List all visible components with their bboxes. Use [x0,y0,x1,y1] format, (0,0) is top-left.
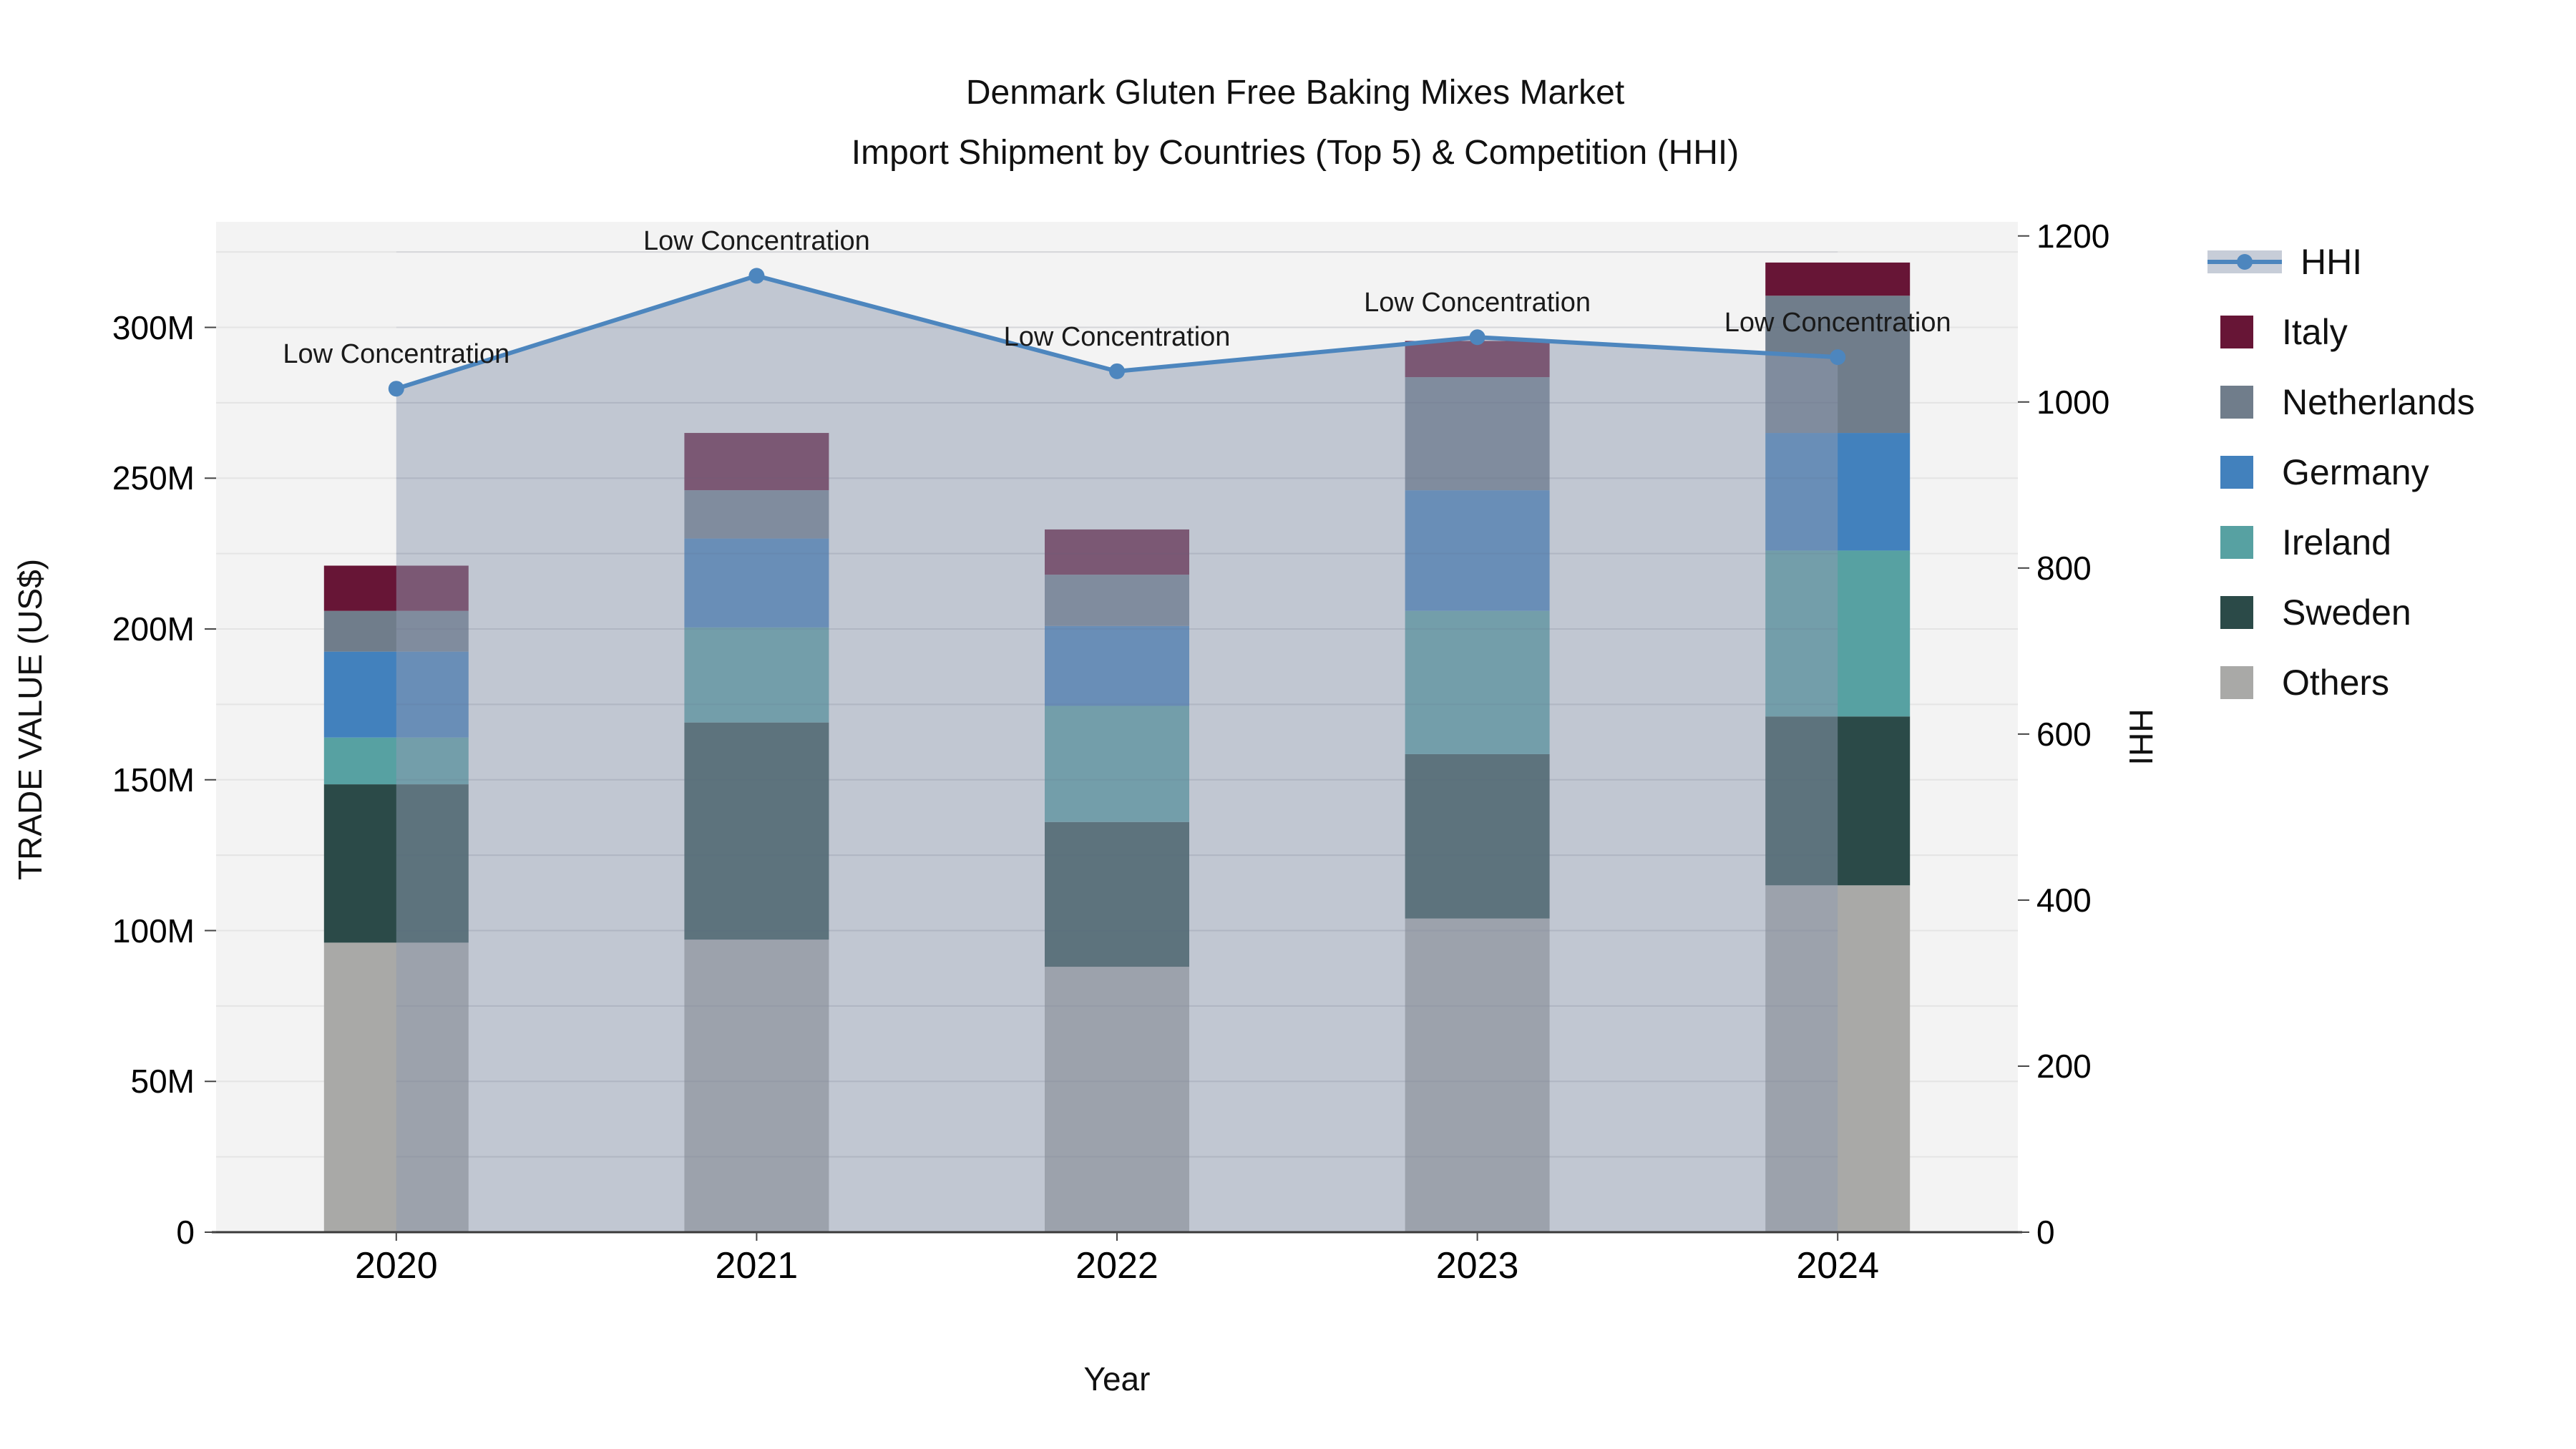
hhi-area-fill [396,275,1838,1233]
legend-label-italy: Italy [2282,312,2348,352]
legend-item-hhi[interactable]: HHI [2207,227,2475,297]
x-tick-label-2021: 2021 [715,1245,799,1287]
legend-label-ireland: Ireland [2282,522,2391,562]
x-tick-label-2024: 2024 [1796,1245,1880,1287]
y-left-tick-label: 300M [112,308,195,346]
x-tick-label-2022: 2022 [1075,1245,1158,1287]
y-right-tick-label: 1000 [2036,383,2110,421]
x-axis-title: Year [1083,1360,1151,1397]
y-right-tick-label: 1200 [2036,217,2110,255]
hhi-marker-2021[interactable] [748,268,765,284]
legend-label-germany: Germany [2282,452,2429,492]
chart-title-line1: Denmark Gluten Free Baking Mixes Market [965,74,1625,112]
hhi-line-sample-icon [2207,248,2282,276]
legend-item-germany[interactable]: Germany [2207,437,2475,507]
legend-item-italy[interactable]: Italy [2207,297,2475,367]
x-tick-label-2023: 2023 [1435,1245,1519,1287]
legend-swatch-germany [2220,456,2253,489]
hhi-marker-2024[interactable] [1830,349,1846,366]
legend-swatch-netherlands [2220,386,2253,419]
bar-segment-italy-2024[interactable] [1765,262,1911,296]
annotation-2023: Low Concentration [1364,288,1591,318]
hhi-marker-2020[interactable] [388,381,404,397]
y-left-tick-label: 50M [130,1063,195,1101]
chart-title: Denmark Gluten Free Baking Mixes Market … [436,63,2154,183]
legend-swatch-sweden [2220,596,2253,629]
annotation-2020: Low Concentration [283,339,510,370]
y-left-tick-label: 250M [112,459,195,497]
annotation-2021: Low Concentration [643,226,870,257]
x-tick-label-2020: 2020 [354,1245,438,1287]
annotation-2024: Low Concentration [1724,308,1951,338]
y-right-tick-label: 800 [2036,549,2092,587]
hhi-marker-2022[interactable] [1109,363,1125,379]
legend-label-sweden: Sweden [2282,592,2411,633]
y-right-tick-label: 200 [2036,1047,2092,1085]
legend-item-ireland[interactable]: Ireland [2207,507,2475,577]
legend-label-others: Others [2282,663,2390,703]
legend-swatch-ireland [2220,526,2253,559]
legend-item-netherlands[interactable]: Netherlands [2207,367,2475,437]
hhi-marker-glyph [2237,254,2253,270]
legend-item-others[interactable]: Others [2207,648,2475,718]
legend-swatch-italy [2220,316,2253,348]
legend: HHI Italy Netherlands Germany Ireland Sweden O… [2207,227,2475,718]
hhi-marker-2023[interactable] [1469,329,1485,346]
y-left-tick-label: 100M [112,912,195,950]
chart-title-line2: Import Shipment by Countries (Top 5) & C… [851,134,1740,172]
y-left-tick-label: 0 [176,1214,195,1251]
annotation-2022: Low Concentration [1003,321,1231,352]
y-left-tick-label: 200M [112,610,195,648]
legend-item-sweden[interactable]: Sweden [2207,577,2475,648]
y-right-tick-label: 0 [2036,1214,2055,1251]
legend-swatch-others [2220,666,2253,699]
legend-label-netherlands: Netherlands [2282,382,2475,422]
y-right-tick-label: 400 [2036,881,2092,919]
y-right-tick-label: 600 [2036,715,2092,753]
legend-label-hhi: HHI [2301,242,2363,282]
y-left-tick-label: 150M [112,761,195,799]
